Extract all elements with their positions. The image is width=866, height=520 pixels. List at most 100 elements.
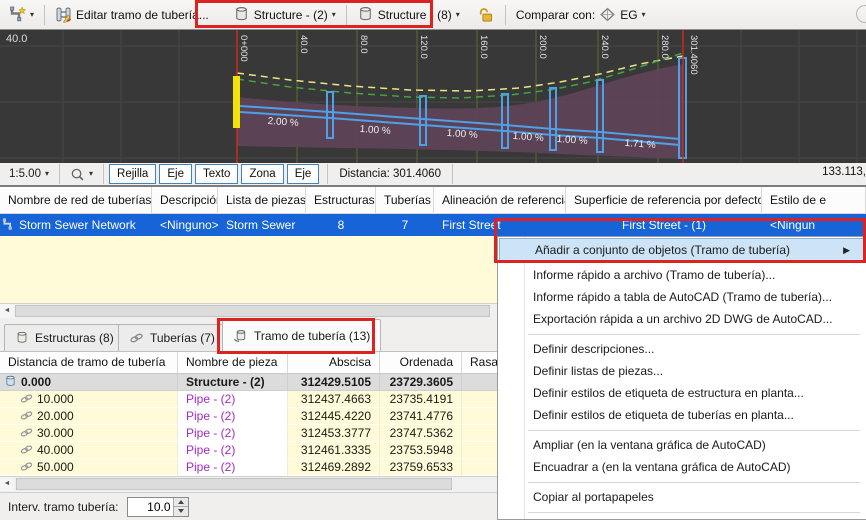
scroll-left-button[interactable]: ◄ — [0, 477, 14, 491]
svg-text:0+000: 0+000 — [238, 35, 249, 62]
menu-item-define-descriptions[interactable]: Definir descripciones... — [533, 342, 655, 356]
scale-dropdown[interactable]: 1:5.00 ▾ — [4, 166, 54, 182]
edit-pipe-run-button[interactable]: Editar tramo de tubería... — [50, 4, 214, 25]
ordenada-cell: 23759.6533 — [380, 459, 462, 476]
pipe-network-icon — [2, 218, 12, 230]
ordenada-cell: 23747.5362 — [380, 425, 462, 442]
new-pipe-network-button[interactable]: ▾ — [4, 4, 39, 25]
pipe-icon — [130, 333, 143, 343]
part-name-cell[interactable]: Pipe - (2) — [178, 408, 288, 425]
menu-separator — [498, 508, 866, 516]
pipe-network-new-icon — [10, 6, 26, 22]
network-structures-cell: 8 — [337, 218, 345, 232]
svg-text:2.00 %: 2.00 % — [267, 116, 299, 129]
tab-tuberias-label: Tuberías (7) — [150, 331, 215, 345]
tab-tramo-de-tuberia[interactable]: Tramo de tubería (13) — [222, 319, 382, 351]
col-ref-alignment[interactable]: Alineación de referencia por d... — [434, 187, 566, 213]
col-ordenada[interactable]: Ordenada — [380, 352, 462, 373]
arrow-down-icon — [177, 509, 184, 514]
chevron-down-icon: ▾ — [89, 169, 94, 178]
selected-structure-marker[interactable] — [233, 76, 240, 128]
menu-item-define-parts-lists[interactable]: Definir listas de piezas... — [533, 364, 664, 378]
col-network-name[interactable]: Nombre de red de tuberías — [0, 187, 152, 213]
toggle-zona[interactable]: Zona — [241, 164, 284, 184]
interval-input[interactable] — [127, 497, 173, 516]
submenu-arrow-icon: ▶ — [843, 245, 850, 255]
col-abscisa[interactable]: Abscisa — [288, 352, 380, 373]
network-style-cell: <Ningun — [770, 218, 816, 232]
distance-readout: Distancia: 301.4060 — [339, 168, 441, 180]
col-parts-list[interactable]: Lista de piezas — [218, 187, 306, 213]
clipped-toolbar-icon — [856, 5, 866, 23]
menu-item-quick-export-dwg[interactable]: Exportación rápida a un archivo 2D DWG d… — [533, 312, 833, 326]
station-labels: 0+000 40.0 80.0 120.0 160.0 200.0 240.0 … — [238, 35, 699, 75]
zoom-dropdown[interactable]: ▾ — [65, 165, 98, 184]
scrollbar-thumb[interactable] — [15, 305, 490, 317]
menu-item-structure-label-styles[interactable]: Definir estilos de etiqueta de estructur… — [533, 386, 804, 400]
structure-start-dropdown[interactable]: Structure - (2) ▾ — [228, 4, 341, 25]
menu-item-pan-to[interactable]: Encuadrar a (en la ventana gráfica de Au… — [533, 460, 791, 474]
network-description-cell: <Ninguno> — [160, 218, 218, 232]
part-name-cell[interactable]: Pipe - (2) — [178, 442, 288, 459]
col-ref-surface[interactable]: Superficie de referencia por defecto — [566, 187, 762, 213]
menu-item-pipe-label-styles[interactable]: Definir estilos de etiqueta de tuberías … — [533, 408, 794, 422]
svg-text:160.0: 160.0 — [478, 35, 489, 59]
svg-text:1.71 %: 1.71 % — [624, 138, 656, 151]
col-run-distance[interactable]: Distancia de tramo de tubería — [0, 352, 178, 373]
distance-cell: 0.000 — [0, 374, 178, 391]
col-structures[interactable]: Estructuras — [306, 187, 376, 213]
chevron-down-icon: ▾ — [30, 9, 35, 19]
part-name-cell[interactable]: Pipe - (2) — [178, 391, 288, 408]
col-pipes[interactable]: Tuberías — [376, 187, 434, 213]
menu-item-quick-report-table[interactable]: Informe rápido a tabla de AutoCAD (Tramo… — [533, 290, 833, 304]
structure-end-dropdown[interactable]: Structure - (8) ▾ — [352, 4, 465, 25]
scroll-left-button[interactable]: ◄ — [0, 304, 14, 318]
menu-item-zoom-to[interactable]: Ampliar (en la ventana gráfica de AutoCA… — [533, 438, 766, 452]
svg-text:1.00 %: 1.00 % — [512, 131, 544, 144]
spinner-up-button[interactable] — [173, 497, 188, 506]
toolbar: ▾ Editar tramo de tubería... Structure -… — [0, 0, 866, 30]
menu-separator — [498, 478, 866, 486]
compare-surface-dropdown[interactable]: Comparar con: EG ▾ — [511, 4, 651, 25]
chevron-down-icon: ▾ — [455, 9, 460, 19]
ordenada-cell: 23753.5948 — [380, 442, 462, 459]
menu-gutter-line — [524, 237, 525, 519]
svg-text:80.0: 80.0 — [358, 35, 369, 54]
toggle-eje-2[interactable]: Eje — [286, 164, 320, 184]
toggle-texto[interactable]: Texto — [194, 164, 239, 184]
profile-view[interactable]: 40.0 0+000 40.0 80.0 120.0 160.0 200.0 2… — [0, 30, 866, 163]
statusbar-divider — [59, 164, 60, 184]
toggle-eje-1[interactable]: Eje — [159, 164, 192, 184]
lock-toggle-button[interactable] — [473, 4, 500, 25]
svg-text:301.4060: 301.4060 — [688, 35, 699, 75]
network-table-row[interactable]: Storm Sewer Network <Ninguno> Storm Sewe… — [0, 214, 866, 236]
abscisa-cell: 312469.2892 — [288, 459, 380, 476]
col-description[interactable]: Descripción — [152, 187, 218, 213]
svg-text:1.00 %: 1.00 % — [556, 134, 588, 147]
part-name-cell[interactable]: Pipe - (2) — [178, 459, 288, 476]
tab-tuberias[interactable]: Tuberías (7) — [118, 324, 226, 351]
network-ref-surface-cell: First Street - (1) — [621, 218, 706, 232]
menu-item-copy-to-clipboard[interactable]: Copiar al portapapeles — [533, 490, 654, 504]
network-pipes-cell: 7 — [401, 218, 409, 232]
statusbar-divider — [327, 164, 329, 184]
pipe-icon — [20, 462, 33, 471]
toggle-rejilla[interactable]: Rejilla — [109, 164, 157, 184]
arrow-up-icon — [177, 499, 184, 504]
unlock-icon — [479, 8, 492, 22]
abscisa-cell: 312453.3777 — [288, 425, 380, 442]
scrollbar-thumb[interactable] — [16, 478, 452, 490]
spinner-down-button[interactable] — [173, 506, 188, 516]
distance-cell: 50.000 — [0, 459, 178, 476]
menu-item-add-to-selection[interactable]: Añadir a conjunto de objetos (Tramo de t… — [499, 238, 865, 263]
tab-estructuras[interactable]: Estructuras (8) — [4, 324, 125, 351]
network-name-cell: Storm Sewer Network — [0, 214, 152, 236]
part-name-cell[interactable]: Pipe - (2) — [178, 425, 288, 442]
menu-item-quick-report-file[interactable]: Informe rápido a archivo (Tramo de tuber… — [533, 268, 776, 282]
structure-end-value: Structure - (8) — [377, 7, 452, 22]
svg-text:120.0: 120.0 — [418, 35, 429, 59]
col-part-name[interactable]: Nombre de pieza — [178, 352, 288, 373]
menu-item-delete[interactable]: Suprimir — [498, 516, 866, 520]
col-style[interactable]: Estilo de e — [762, 187, 866, 213]
